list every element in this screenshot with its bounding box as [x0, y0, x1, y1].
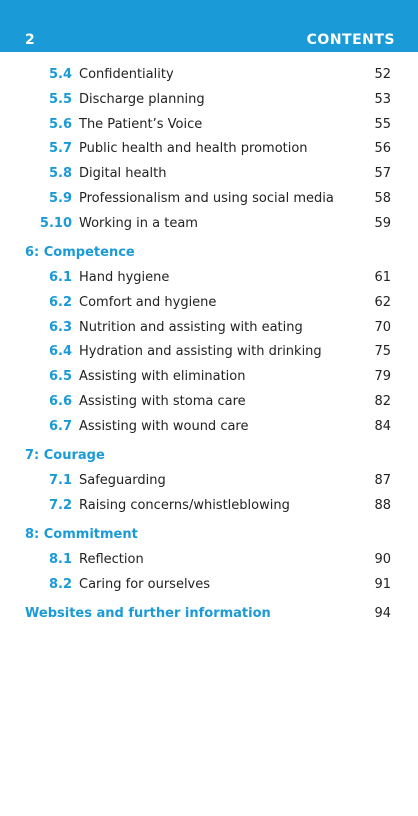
entry-number: 5.9	[48, 191, 72, 206]
entry-number: 6.5	[48, 369, 72, 385]
entry-number: 5.10	[39, 215, 72, 231]
header-title: CONTENTS	[306, 32, 395, 48]
entry-number: 5.6	[48, 116, 72, 132]
entry-page: 62	[374, 294, 391, 310]
entry-title: Professionalism and using social media	[79, 191, 334, 206]
entry-title: Working in a team	[79, 215, 198, 231]
entry-title: Safeguarding	[79, 472, 166, 488]
entry-page: 84	[374, 418, 391, 434]
entry-number: 6.2	[48, 294, 72, 310]
entry-number: 6.7	[48, 418, 72, 434]
entry-page: 56	[374, 141, 391, 157]
entry-title: Caring for ourselves	[79, 576, 211, 592]
entry-page: 70	[374, 319, 391, 335]
entry-page: 79	[374, 369, 391, 385]
entry-number: 5.8	[48, 166, 72, 182]
entry-number: 8.1	[48, 551, 72, 567]
entry-page: 82	[374, 393, 391, 409]
entry-title: Nutrition and assisting with eating	[79, 319, 303, 335]
section-heading: 7: Courage	[25, 448, 105, 463]
entry-title: Comfort and hygiene	[79, 294, 217, 310]
entry-title: Reflection	[79, 551, 144, 567]
entry-page: 57	[374, 166, 391, 182]
entry-number: 5.4	[48, 67, 72, 82]
section-heading: 8: Commitment	[25, 526, 138, 542]
entry-number: 5.7	[48, 141, 72, 157]
entry-title: Public health and health promotion	[79, 141, 308, 157]
entry-number: 6.6	[48, 393, 72, 409]
entry-page: 75	[374, 344, 391, 360]
entry-page: 88	[374, 497, 391, 513]
entry-page: 58	[374, 191, 391, 206]
entry-number: 5.5	[48, 91, 72, 107]
entry-title: Digital health	[79, 166, 167, 182]
entry-title: The Patient’s Voice	[79, 116, 203, 132]
entry-page: 59	[374, 215, 391, 231]
closing-title: Websites and further information	[25, 605, 271, 621]
entry-number: 6.3	[48, 319, 72, 335]
entry-number: 6.4	[48, 344, 72, 360]
entry-number: 8.2	[48, 576, 72, 592]
entry-page: 61	[374, 269, 391, 285]
entry-title: Confidentiality	[79, 67, 174, 82]
entry-page: 90	[374, 551, 391, 567]
closing-page: 94	[374, 605, 391, 621]
entry-number: 7.1	[48, 472, 72, 488]
entry-title: Assisting with wound care	[79, 418, 249, 434]
entry-title: Hand hygiene	[79, 269, 170, 285]
entry-page: 55	[374, 116, 391, 132]
entry-page: 52	[374, 67, 391, 82]
entry-page: 91	[374, 576, 391, 592]
entry-title: Raising concerns/whistleblowing	[79, 497, 290, 513]
entry-title: Assisting with elimination	[79, 369, 246, 385]
header-bar: 2 CONTENTS	[0, 0, 418, 52]
entry-page: 87	[374, 472, 391, 488]
entry-number: 7.2	[48, 497, 72, 513]
section-heading: 6: Competence	[25, 245, 135, 261]
page-number: 2	[25, 32, 35, 48]
entry-number: 6.1	[48, 269, 72, 285]
entry-title: Hydration and assisting with drinking	[79, 344, 322, 360]
entry-title: Discharge planning	[79, 91, 205, 107]
entry-title: Assisting with stoma care	[79, 393, 246, 409]
entry-page: 53	[374, 91, 391, 107]
